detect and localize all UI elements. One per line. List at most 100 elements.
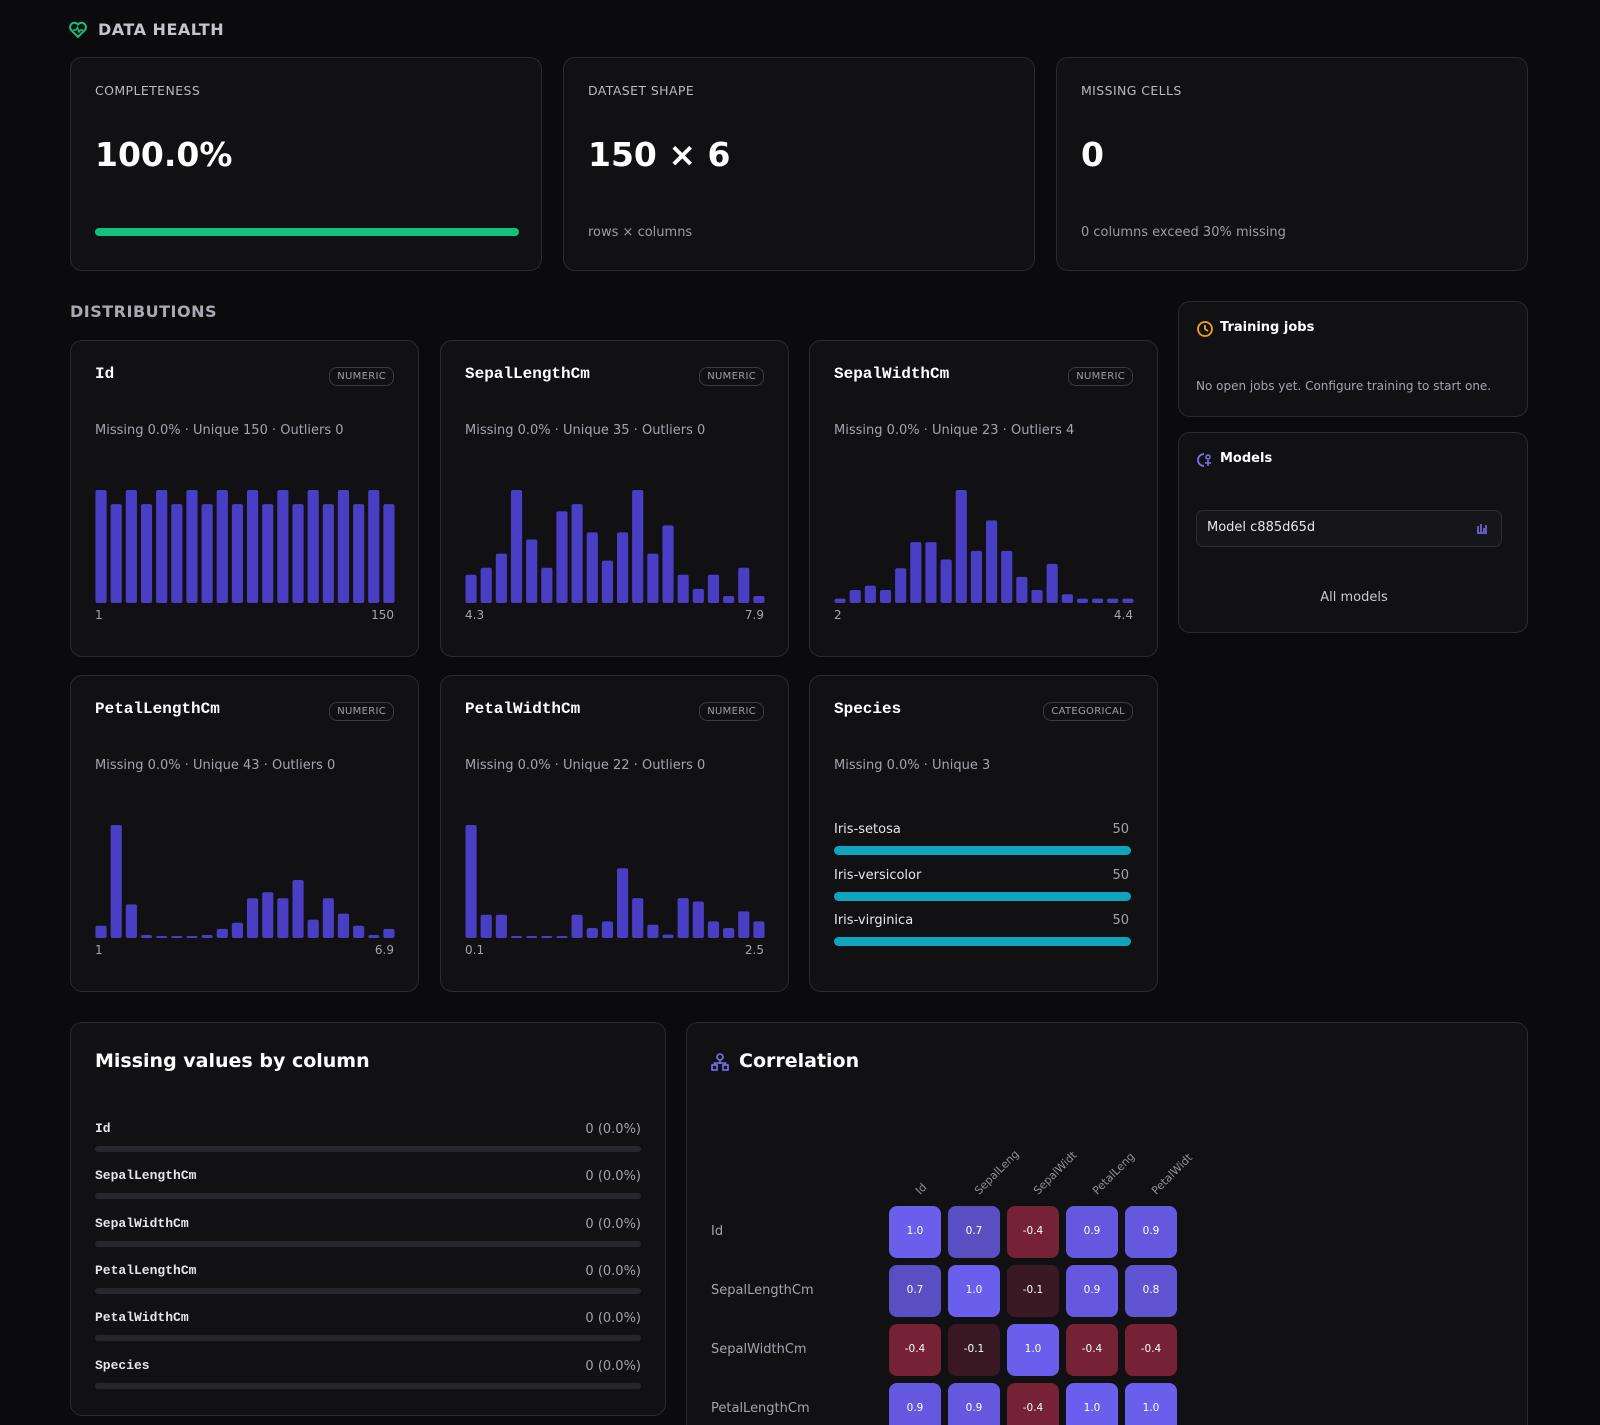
category-bar bbox=[834, 846, 1131, 855]
progress-track bbox=[95, 228, 519, 236]
column-label: PetalLeng bbox=[1090, 1149, 1138, 1198]
type-tag: NUMERIC bbox=[699, 702, 764, 721]
histogram-bar bbox=[940, 559, 952, 603]
training-jobs-card: Training jobs No open jobs yet. Configur… bbox=[1178, 301, 1528, 417]
cell-label: 1.0 bbox=[1083, 1402, 1101, 1414]
cell-label: -0.4 bbox=[1022, 1225, 1044, 1237]
missing-label: 0 (0.0%) bbox=[585, 1311, 641, 1327]
cell-label: -0.4 bbox=[1022, 1402, 1044, 1414]
column-label: SepalWidt bbox=[1031, 1148, 1080, 1198]
histogram-bar bbox=[337, 490, 350, 603]
column-stats: Missing 0.0% · Unique 43 · Outliers 0 bbox=[95, 758, 336, 773]
correlation-cell: 0.9 bbox=[948, 1383, 1000, 1425]
cell-label: 0.9 bbox=[1083, 1225, 1101, 1237]
histogram-bar bbox=[879, 589, 892, 603]
section-title: DATA HEALTH bbox=[98, 20, 225, 39]
missing-track bbox=[95, 1193, 641, 1200]
histogram-bar bbox=[247, 490, 259, 603]
histogram-bar bbox=[95, 490, 107, 603]
model-name: Model c885d65d bbox=[1207, 520, 1316, 535]
histogram-bar bbox=[216, 928, 228, 938]
range-min: 1 bbox=[95, 943, 103, 957]
histogram-bar bbox=[601, 560, 613, 603]
card-value: 0 bbox=[1081, 135, 1104, 174]
metrics-icon bbox=[1477, 524, 1487, 534]
histogram-bar bbox=[723, 928, 735, 938]
summary-card: MISSING CELLS 0 0 columns exceed 30% missi… bbox=[1056, 57, 1528, 271]
histogram-bar bbox=[110, 825, 122, 938]
histogram-bar bbox=[1107, 598, 1119, 603]
row-label: SepalLengthCm bbox=[711, 1283, 814, 1298]
histogram-bar bbox=[849, 589, 861, 603]
histogram-bar bbox=[383, 504, 395, 603]
histogram-bar bbox=[156, 490, 168, 603]
histogram-bar bbox=[556, 511, 568, 603]
missing-label: 0 (0.0%) bbox=[585, 1216, 641, 1232]
histogram-bar bbox=[632, 898, 644, 938]
heart-icon bbox=[69, 21, 87, 39]
column-name: PetalLengthCm bbox=[95, 1262, 197, 1278]
histogram-bar bbox=[495, 914, 507, 938]
histogram-bar bbox=[662, 525, 674, 603]
category-label: Iris-versicolor bbox=[834, 867, 922, 883]
histogram-bar bbox=[526, 936, 538, 938]
histogram-bar bbox=[986, 520, 998, 603]
histogram-bar bbox=[95, 925, 107, 938]
column-label: SepalLeng bbox=[972, 1147, 1022, 1198]
correlation-icon bbox=[711, 1053, 729, 1071]
progress-bar bbox=[95, 228, 519, 236]
models-icon bbox=[1197, 453, 1211, 467]
histogram-bar bbox=[925, 542, 937, 603]
histogram-bar bbox=[1016, 576, 1028, 603]
category-bar bbox=[834, 937, 1131, 946]
correlation-cell: 0.8 bbox=[1125, 1265, 1177, 1317]
histogram-bar bbox=[707, 921, 720, 938]
histogram-bar bbox=[571, 914, 583, 938]
histogram-bar bbox=[125, 490, 137, 603]
histogram-bar bbox=[307, 490, 319, 603]
model-item[interactable]: Model c885d65d bbox=[1196, 510, 1502, 547]
card-note: rows × columns bbox=[588, 225, 693, 240]
correlation-cell: 1.0 bbox=[948, 1265, 1000, 1317]
histogram-bar bbox=[617, 868, 629, 938]
histogram-bar bbox=[707, 574, 720, 603]
histogram-bar bbox=[1031, 589, 1043, 603]
histogram-bar bbox=[465, 574, 477, 603]
category-count: 50 bbox=[1112, 822, 1129, 837]
type-tag: NUMERIC bbox=[1068, 367, 1133, 386]
card-title: Training jobs bbox=[1220, 320, 1315, 335]
card-label: MISSING CELLS bbox=[1081, 83, 1182, 98]
cell-label: 0.7 bbox=[965, 1225, 983, 1237]
histogram-bar bbox=[495, 553, 507, 603]
category-track bbox=[834, 891, 1131, 901]
histogram-bar bbox=[353, 925, 365, 938]
card-label: DATASET SHAPE bbox=[588, 83, 695, 98]
type-tag: CATEGORICAL bbox=[1043, 702, 1133, 721]
histogram-bar bbox=[864, 585, 876, 603]
range-max: 7.9 bbox=[744, 608, 764, 622]
histogram-bar bbox=[586, 532, 598, 603]
card-title: Correlation bbox=[739, 1050, 860, 1072]
column-name: SepalWidthCm bbox=[95, 1215, 189, 1231]
histogram-bar bbox=[465, 825, 477, 938]
histogram-bar bbox=[171, 504, 183, 603]
histogram-bar bbox=[1122, 598, 1134, 603]
cell-label: 0.9 bbox=[1083, 1284, 1101, 1296]
clock-icon bbox=[1197, 321, 1213, 337]
histogram-bar bbox=[262, 504, 274, 603]
category-track bbox=[834, 937, 1131, 946]
category-bar bbox=[834, 891, 1131, 901]
correlation-cell: -0.4 bbox=[1125, 1324, 1177, 1376]
missing-label: 0 (0.0%) bbox=[585, 1358, 641, 1374]
histogram-bar bbox=[353, 504, 365, 603]
histogram bbox=[465, 825, 765, 938]
column-stats: Missing 0.0% · Unique 3 bbox=[834, 758, 991, 773]
column-stats: Missing 0.0% · Unique 22 · Outliers 0 bbox=[465, 758, 706, 773]
distribution-card: SepalLengthCm NUMERIC Missing 0.0% · Uniqu… bbox=[440, 340, 789, 657]
histogram-bar bbox=[125, 904, 137, 938]
histogram-bar bbox=[541, 936, 553, 938]
range-min: 1 bbox=[95, 608, 103, 622]
models-card: Models All models Model c885d65d bbox=[1178, 432, 1528, 633]
all-models-link[interactable]: All models bbox=[1320, 590, 1388, 605]
